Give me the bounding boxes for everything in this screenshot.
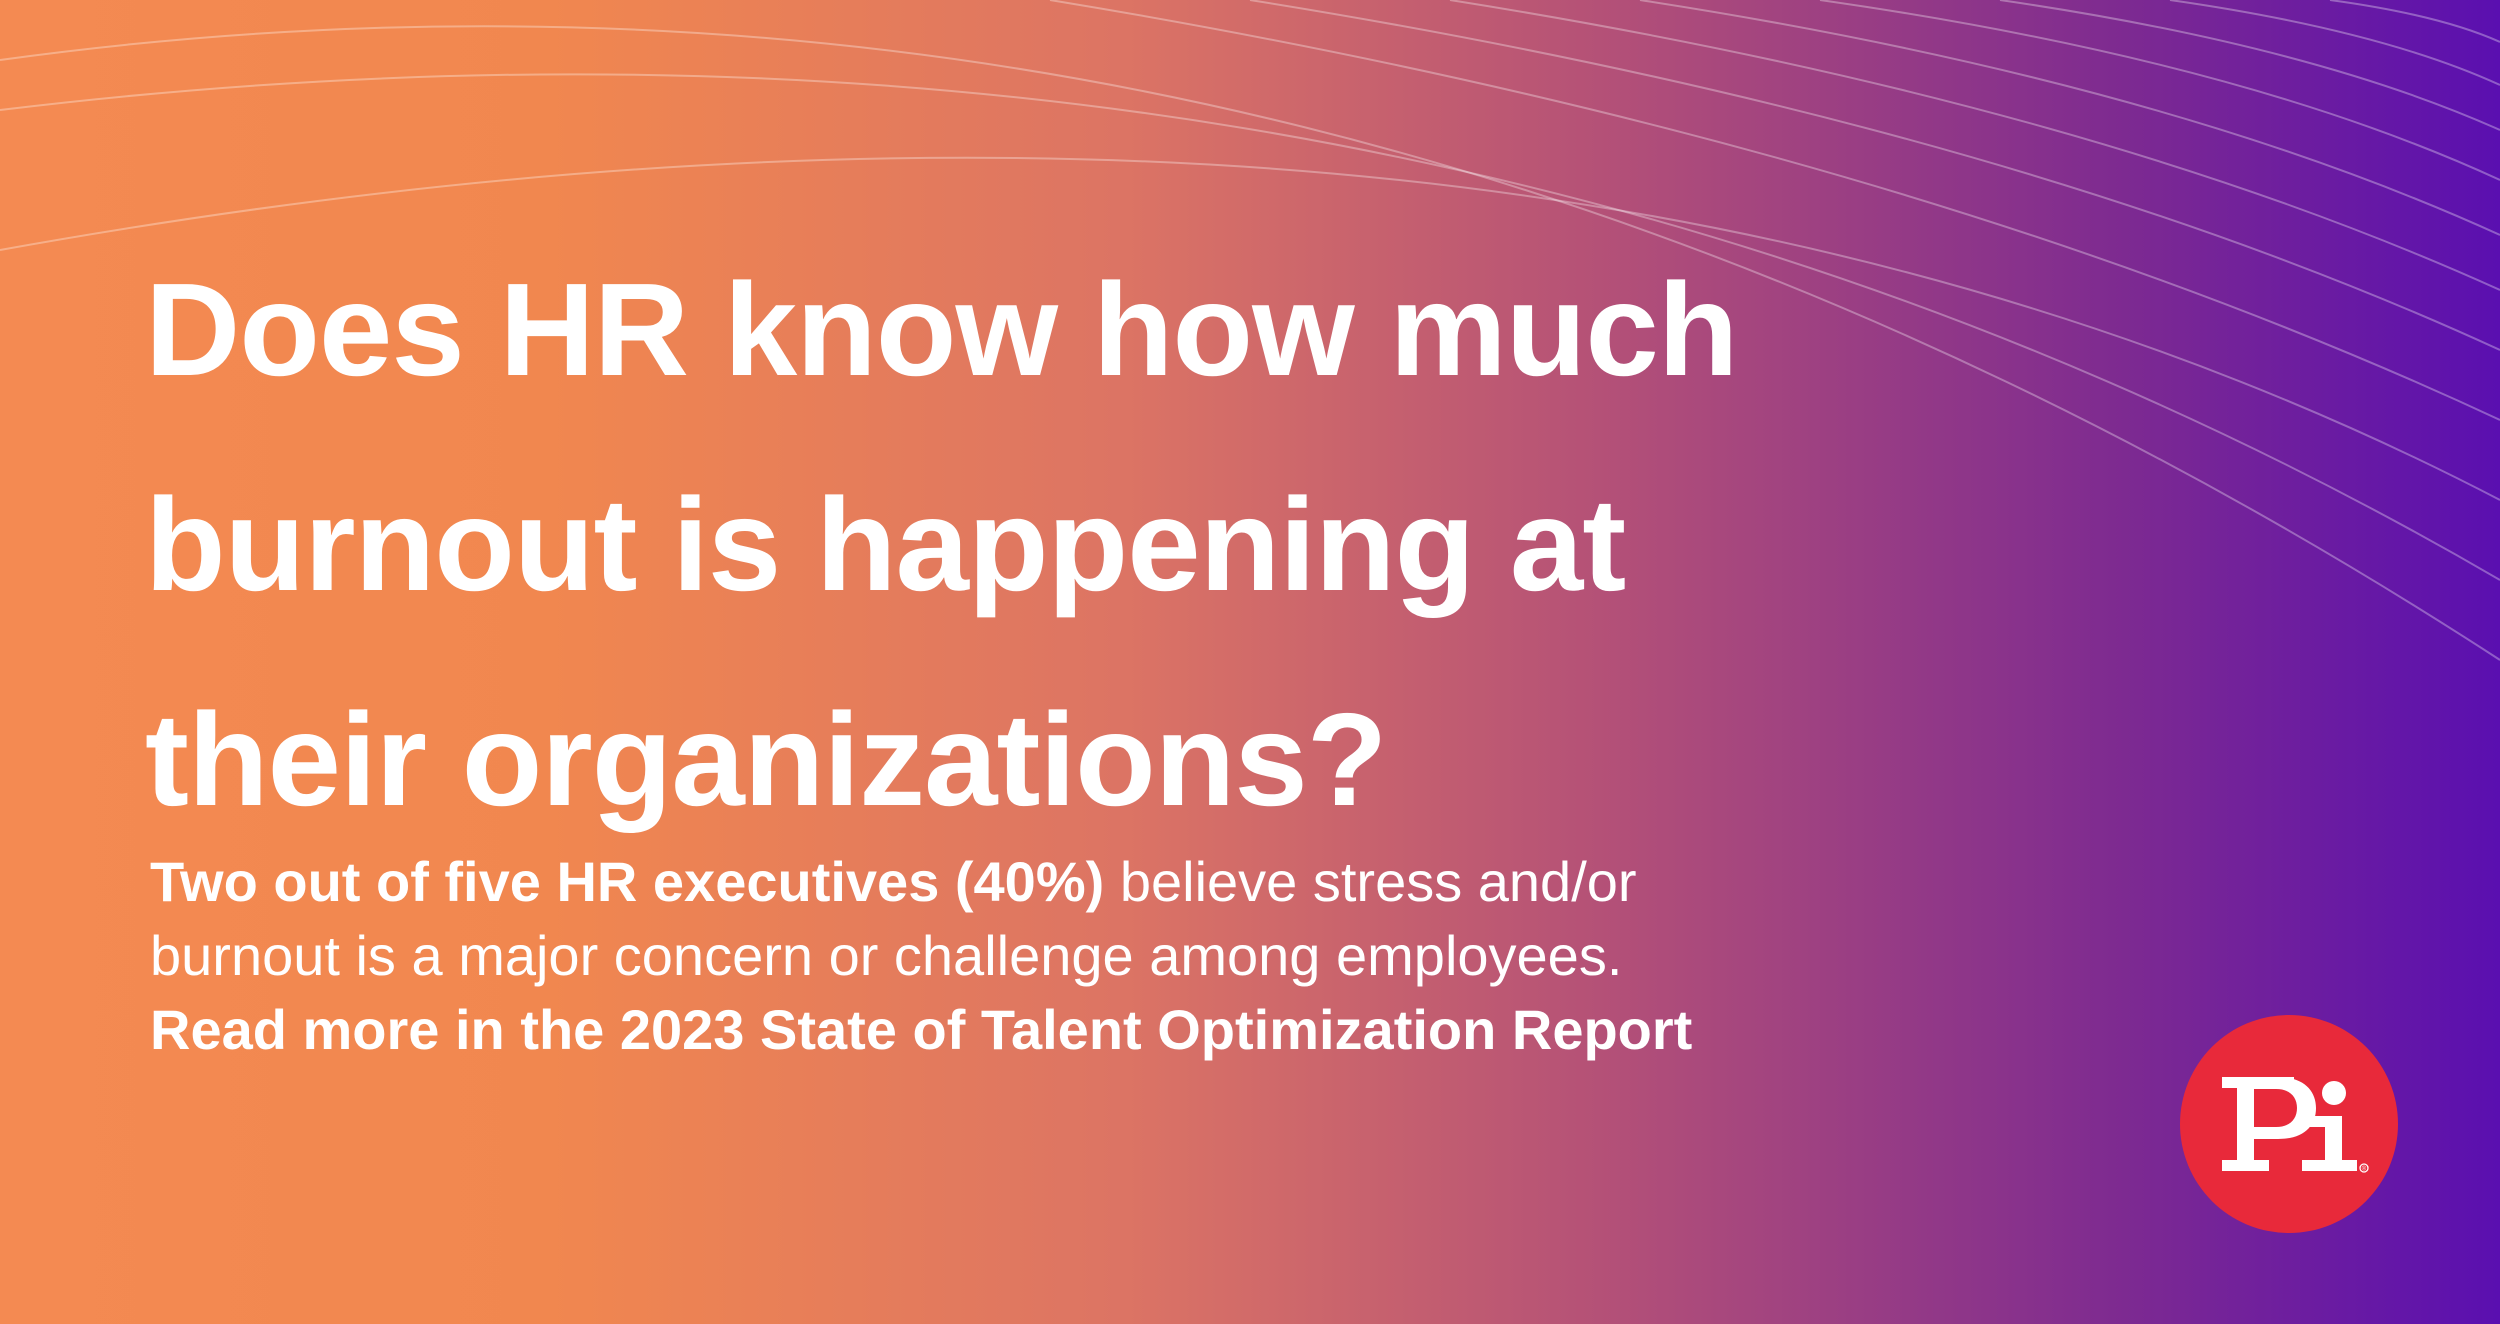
stat-text-2: burnout is a major concern or challenge … bbox=[150, 924, 1623, 987]
decorative-line bbox=[1449, 0, 2500, 291]
decorative-line bbox=[0, 25, 2500, 661]
decorative-line bbox=[1819, 0, 2500, 181]
pi-logo: ® bbox=[2180, 1015, 2398, 1233]
pi-logo-mark: ® bbox=[2222, 1077, 2369, 1173]
decorative-line bbox=[0, 73, 2500, 581]
registered-mark-text: ® bbox=[2362, 1166, 2367, 1173]
decorative-line bbox=[2329, 0, 2500, 43]
decorative-line bbox=[1249, 0, 2500, 351]
decorative-line bbox=[1049, 0, 2500, 421]
stat-text-1: believe stress and/or bbox=[1104, 850, 1637, 913]
report-cta: Read more in the 2023 State of Talent Op… bbox=[150, 998, 1693, 1061]
decorative-line bbox=[2169, 0, 2500, 86]
body-copy: Two out of five HR executives (40%) beli… bbox=[150, 845, 2000, 1067]
decorative-line bbox=[1639, 0, 2500, 236]
headline: Does HR know how much burnout is happeni… bbox=[145, 222, 2095, 867]
decorative-line bbox=[0, 156, 2500, 501]
headline-line-2: burnout is happening at bbox=[145, 471, 1626, 618]
decorative-line bbox=[1999, 0, 2500, 131]
headline-line-1: Does HR know how much bbox=[145, 256, 1738, 403]
headline-line-3: their organizations? bbox=[145, 686, 1387, 833]
stat-highlight: Two out of five HR executives (40%) bbox=[150, 850, 1105, 913]
